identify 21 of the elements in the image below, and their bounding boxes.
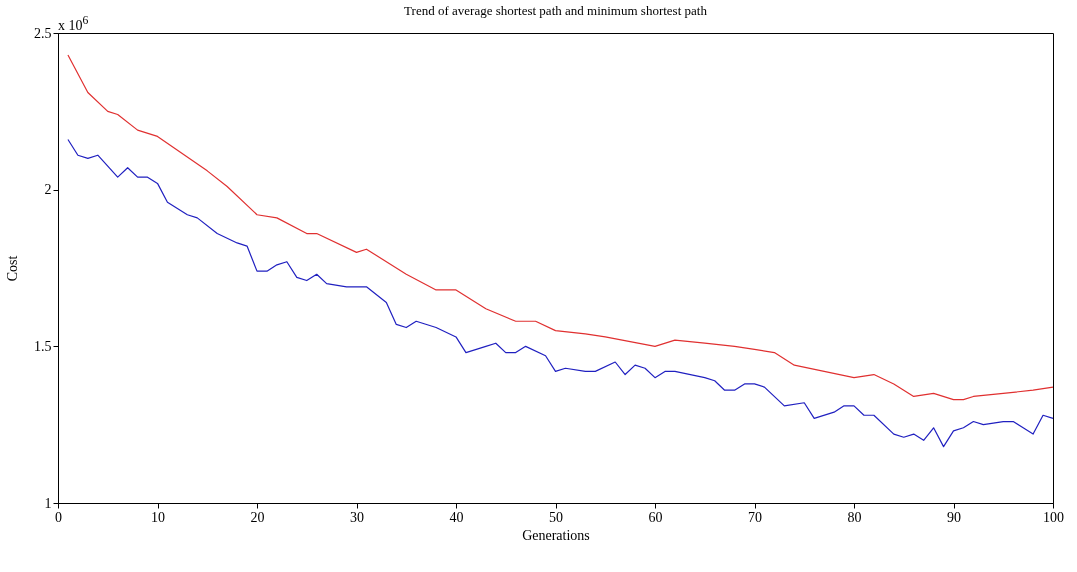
x-tick-label: 40 (449, 509, 464, 525)
x-tick-label: 10 (151, 509, 165, 525)
line-series (67, 138, 1054, 448)
y-tick-label: 2 (44, 182, 52, 198)
y-tick-label: 1 (44, 495, 52, 511)
x-tick-label: 50 (549, 509, 563, 525)
line-series (67, 54, 1054, 401)
x-tick-label: 100 (1043, 509, 1064, 525)
x-tick-label: 80 (847, 509, 862, 525)
y-tick-label: 2.5 (34, 25, 52, 41)
x-tick-label: 60 (648, 509, 663, 525)
chart-title: Trend of average shortest path and minimum shortest path (404, 3, 708, 18)
x-tick-label: 0 (55, 509, 62, 525)
y-tick-label: 1.5 (34, 338, 52, 354)
text: x 10$^{6}$ (58, 14, 89, 34)
x-tick-label: 20 (250, 509, 265, 525)
x-tick-label: 70 (748, 509, 762, 525)
x-tick-label: 30 (350, 509, 364, 525)
x-tick-label: 90 (947, 509, 961, 525)
y-axis-title: Cost (5, 255, 20, 282)
x-axis-title: Generations (522, 527, 590, 543)
